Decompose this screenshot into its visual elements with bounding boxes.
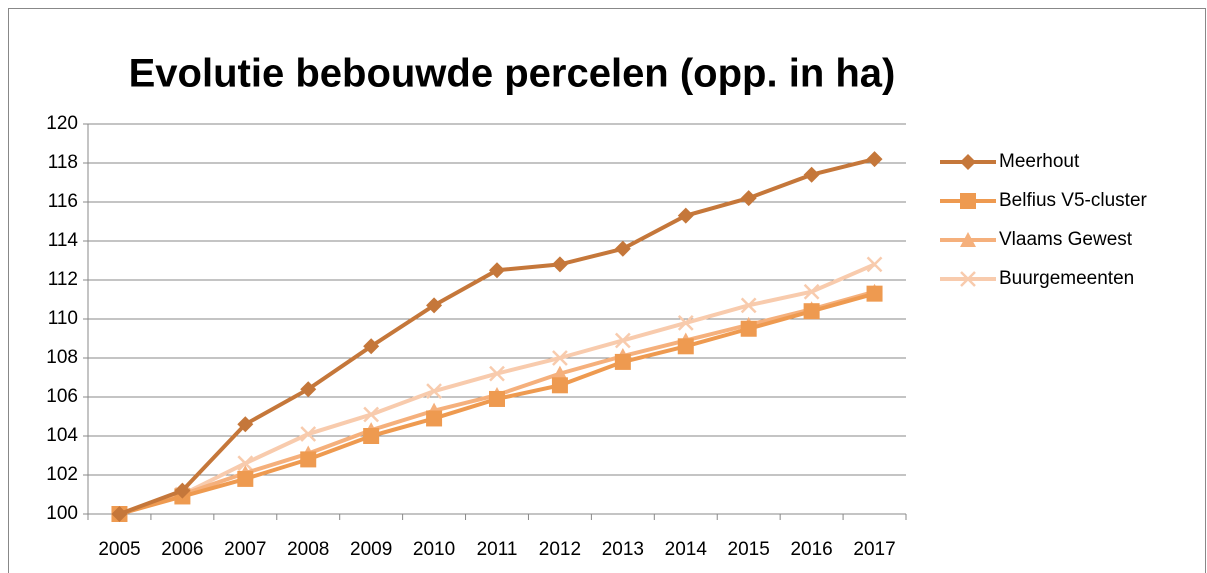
marker xyxy=(740,297,757,314)
marker xyxy=(551,365,568,381)
legend-label: Vlaams Gewest xyxy=(999,229,1133,250)
legend-label: Buurgemeenten xyxy=(999,268,1134,289)
x-tick-label: 2016 xyxy=(790,539,832,560)
marker xyxy=(614,240,631,257)
marker xyxy=(740,190,757,207)
marker xyxy=(363,406,380,423)
marker xyxy=(803,283,820,300)
x-tick-label: 2005 xyxy=(98,539,140,560)
marker xyxy=(489,390,505,407)
legend-label: Belfius V5-cluster xyxy=(999,190,1148,211)
marker xyxy=(363,338,380,355)
y-tick-label: 108 xyxy=(46,347,78,368)
y-tick-label: 100 xyxy=(46,503,78,524)
x-tick-label: 2013 xyxy=(602,539,644,560)
marker xyxy=(866,285,883,302)
marker xyxy=(237,416,254,433)
marker xyxy=(426,410,443,427)
x-tick-label: 2014 xyxy=(665,539,708,560)
marker xyxy=(677,315,694,331)
y-tick-label: 102 xyxy=(46,464,78,485)
marker xyxy=(803,166,820,183)
marker xyxy=(960,271,976,287)
chart-border xyxy=(8,8,1206,573)
marker xyxy=(551,256,568,273)
x-tick-label: 2009 xyxy=(350,539,392,560)
marker xyxy=(489,262,505,279)
marker xyxy=(614,353,631,370)
x-tick-label: 2015 xyxy=(728,539,770,560)
x-tick-label: 2008 xyxy=(287,539,329,560)
marker xyxy=(300,381,317,398)
marker xyxy=(960,154,976,170)
x-tick-label: 2011 xyxy=(477,539,518,560)
y-tick-label: 112 xyxy=(48,269,78,290)
marker xyxy=(300,451,317,468)
marker xyxy=(677,338,694,355)
y-tick-label: 116 xyxy=(48,191,78,212)
marker xyxy=(551,377,568,394)
y-tick-label: 114 xyxy=(48,230,79,251)
x-tick-label: 2007 xyxy=(224,539,266,560)
marker xyxy=(111,506,128,522)
x-tick-label: 2010 xyxy=(413,539,455,560)
marker xyxy=(866,151,883,168)
marker xyxy=(866,256,883,273)
marker xyxy=(426,297,443,314)
marker xyxy=(614,332,631,349)
marker xyxy=(237,455,254,472)
marker xyxy=(426,383,442,400)
marker xyxy=(300,426,317,442)
marker xyxy=(740,320,757,337)
marker xyxy=(552,350,568,366)
y-tick-label: 104 xyxy=(46,425,78,446)
y-tick-label: 110 xyxy=(48,308,78,329)
legend-label: Meerhout xyxy=(999,151,1080,172)
marker xyxy=(677,207,694,224)
marker xyxy=(174,482,191,499)
marker xyxy=(237,470,254,487)
chart-title: Evolutie bebouwde percelen (opp. in ha) xyxy=(129,52,896,96)
x-tick-label: 2017 xyxy=(853,539,895,560)
y-tick-label: 120 xyxy=(46,113,78,134)
x-tick-label: 2006 xyxy=(161,539,203,560)
marker xyxy=(803,303,820,320)
x-tick-label: 2012 xyxy=(539,539,581,560)
marker xyxy=(960,193,976,209)
marker xyxy=(489,365,505,382)
y-tick-label: 118 xyxy=(48,152,78,173)
marker xyxy=(363,428,380,444)
marker xyxy=(960,232,976,247)
y-tick-label: 106 xyxy=(46,386,78,407)
